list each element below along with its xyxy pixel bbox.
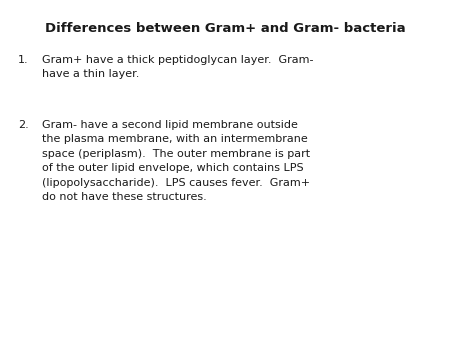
Text: Gram- have a second lipid membrane outside
the plasma membrane, with an intermem: Gram- have a second lipid membrane outsi… [42, 120, 310, 202]
Text: 2.: 2. [18, 120, 29, 130]
Text: Gram+ have a thick peptidoglycan layer.  Gram-
have a thin layer.: Gram+ have a thick peptidoglycan layer. … [42, 55, 314, 79]
Text: 1.: 1. [18, 55, 29, 65]
Text: Differences between Gram+ and Gram- bacteria: Differences between Gram+ and Gram- bact… [45, 22, 405, 35]
